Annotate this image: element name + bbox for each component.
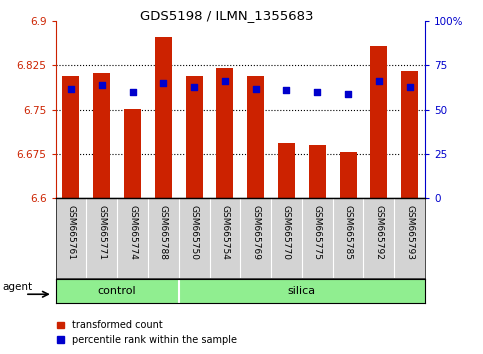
Text: GSM665775: GSM665775 [313,205,322,259]
Bar [216,68,233,198]
Point [190,84,198,90]
Bar [93,73,110,198]
Bar [247,75,264,198]
Point [344,91,352,97]
Bar [278,143,295,198]
Point [221,79,229,84]
Bar [340,152,356,198]
Text: GSM665793: GSM665793 [405,205,414,259]
Text: GSM665761: GSM665761 [67,205,75,259]
Bar [185,75,202,198]
Point [67,86,75,91]
Point [159,80,167,86]
Bar [370,46,387,198]
Legend: transformed count, percentile rank within the sample: transformed count, percentile rank withi… [53,316,241,349]
Point [375,79,383,84]
Point [98,82,106,88]
Point [406,84,413,90]
Point [313,89,321,95]
Bar [124,109,141,198]
Text: GSM665788: GSM665788 [159,205,168,259]
Text: silica: silica [288,286,316,296]
Point [283,87,290,93]
Bar [401,72,418,198]
Point [128,89,136,95]
Text: GSM665769: GSM665769 [251,205,260,259]
Text: GSM665754: GSM665754 [220,205,229,259]
Text: GSM665750: GSM665750 [190,205,199,259]
Text: GSM665771: GSM665771 [97,205,106,259]
Text: GSM665792: GSM665792 [374,205,384,259]
Text: GSM665774: GSM665774 [128,205,137,259]
Bar [62,75,79,198]
Bar [309,144,326,198]
Bar [155,37,172,198]
Text: GSM665770: GSM665770 [282,205,291,259]
Text: GDS5198 / ILMN_1355683: GDS5198 / ILMN_1355683 [140,9,314,22]
Point [252,86,259,91]
Text: control: control [98,286,136,296]
Text: GSM665785: GSM665785 [343,205,353,259]
Text: agent: agent [3,282,33,292]
